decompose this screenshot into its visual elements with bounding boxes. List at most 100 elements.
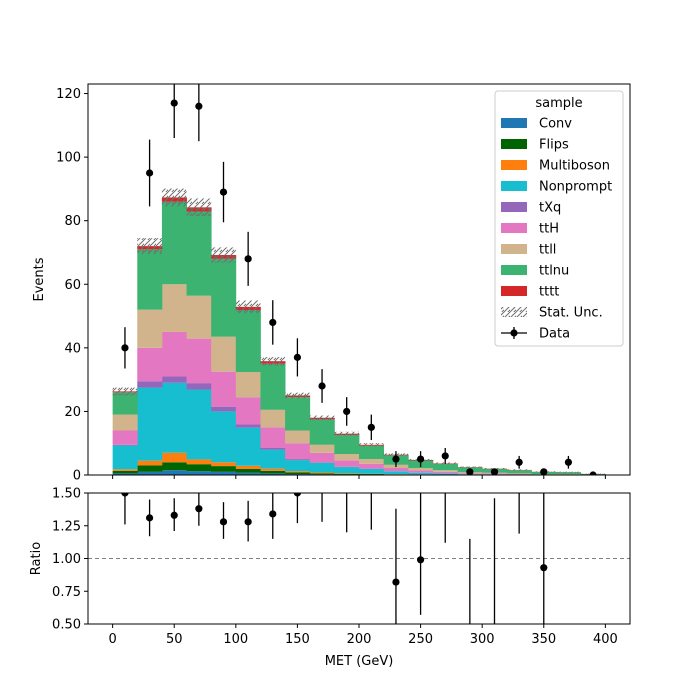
legend-swatch <box>501 139 527 149</box>
y-axis-label: Events <box>32 257 47 301</box>
bar-txq <box>260 447 286 450</box>
bar-ttll <box>211 336 237 372</box>
bar-flips <box>186 464 212 472</box>
bar-txq <box>112 444 138 446</box>
bar-multiboson <box>137 460 163 466</box>
legend-swatch <box>501 223 527 233</box>
data-point <box>293 353 302 361</box>
y-tick-label: 40 <box>64 341 81 356</box>
legend-item-ttlnu: ttlnu <box>501 264 569 279</box>
bar-nonprompt <box>408 472 434 475</box>
data-point <box>195 102 203 110</box>
bar-txq <box>137 381 163 388</box>
y-tick-label: 120 <box>56 87 81 102</box>
bar-txq <box>235 424 261 428</box>
stat-unc-hatch <box>211 247 236 263</box>
stat-unc-hatch <box>260 357 286 366</box>
legend-title: sample <box>535 96 582 111</box>
bar-nonprompt <box>112 445 138 470</box>
main-histogram-panel: 0 20 40 60 80 100 120 Events <box>32 83 631 484</box>
bar-tth <box>506 474 532 475</box>
legend-swatch <box>501 244 527 254</box>
stat-unc-hatch <box>186 198 212 217</box>
bar-ttll <box>432 470 458 472</box>
series-ttll <box>112 284 606 475</box>
bar-ttlnu <box>260 363 286 410</box>
bar-ttlnu <box>112 392 138 415</box>
data-point <box>466 468 474 475</box>
data-point <box>121 344 129 352</box>
bar-nonprompt <box>432 473 458 475</box>
bar-ttlnu <box>285 397 311 431</box>
data-point <box>170 99 178 107</box>
x-tick-label: 350 <box>531 632 556 647</box>
legend-item-tth: ttH <box>501 222 559 237</box>
ratio-y-axis-label: Ratio <box>29 542 44 575</box>
ratio-points <box>121 493 548 624</box>
stat-unc-hatch <box>112 387 138 396</box>
legend-hatch-swatch <box>501 307 527 317</box>
y-tick-label: 20 <box>64 405 81 420</box>
bar-ttlnu <box>186 211 212 296</box>
ratio-y-tick-label: 0.75 <box>52 585 81 600</box>
bar-nonprompt <box>260 449 286 469</box>
ratio-point <box>195 505 203 513</box>
series-tth <box>112 331 606 475</box>
x-tick-label: 150 <box>285 632 310 647</box>
data-point <box>219 188 228 196</box>
stat-unc-hatch <box>285 392 310 399</box>
stat-unc-hatch <box>506 469 532 471</box>
bar-ttll <box>309 444 335 453</box>
ratio-y-tick-label: 1.00 <box>52 552 81 567</box>
bar-ttll <box>359 459 385 464</box>
bar-flips <box>309 473 335 475</box>
bar-ttlnu <box>309 419 335 445</box>
bar-ttll <box>186 295 212 339</box>
legend-item-multiboson: Multiboson <box>501 159 610 174</box>
series-nonprompt <box>112 382 582 475</box>
bar-ttlnu <box>334 434 360 455</box>
bar-multiboson <box>260 468 286 471</box>
ratio-point <box>121 493 129 497</box>
data-point <box>367 423 375 431</box>
bar-conv <box>137 471 163 475</box>
bar-flips <box>260 470 286 474</box>
bar-tth <box>408 470 434 473</box>
bar-multiboson <box>112 469 138 471</box>
bar-ttll <box>112 414 138 431</box>
data-point <box>589 471 597 475</box>
legend-item-ttll: ttll <box>501 243 556 258</box>
data-point <box>441 452 449 460</box>
legend-swatch <box>501 118 527 128</box>
bar-tth <box>235 397 261 425</box>
bar-nonprompt <box>285 460 311 472</box>
legend: sample Conv Flips Multiboson Nonprompt tXq ttH… <box>494 90 624 347</box>
bar-multiboson <box>186 459 212 465</box>
bar-tth <box>309 452 335 463</box>
legend-item-txq: tXq <box>501 201 561 216</box>
ratio-y-tick-label: 0.50 <box>52 618 81 633</box>
data-point <box>564 458 573 466</box>
legend-item-tttt: tttt <box>501 285 559 300</box>
bar-txq <box>161 376 187 383</box>
x-tick-label: 50 <box>166 632 183 647</box>
bar-flips <box>211 466 237 472</box>
legend-label: Conv <box>539 117 572 132</box>
bar-nonprompt <box>137 387 163 461</box>
stat-unc-hatch <box>309 415 335 421</box>
legend-label: Flips <box>539 138 569 153</box>
bar-ttll <box>408 468 434 471</box>
data-point <box>244 255 252 263</box>
legend-item-flips: Flips <box>501 138 569 153</box>
legend-label: Data <box>539 327 570 342</box>
bar-tth <box>383 468 409 472</box>
bar-conv <box>235 472 261 475</box>
bar-tth <box>186 338 212 384</box>
stat-unc-hatch <box>556 471 581 473</box>
bar-tth <box>161 331 187 377</box>
bar-nonprompt <box>309 462 335 473</box>
bar-flips <box>359 474 385 475</box>
legend-item-nonprompt: Nonprompt <box>501 180 612 195</box>
data-point <box>416 455 425 463</box>
bar-conv <box>260 473 286 475</box>
